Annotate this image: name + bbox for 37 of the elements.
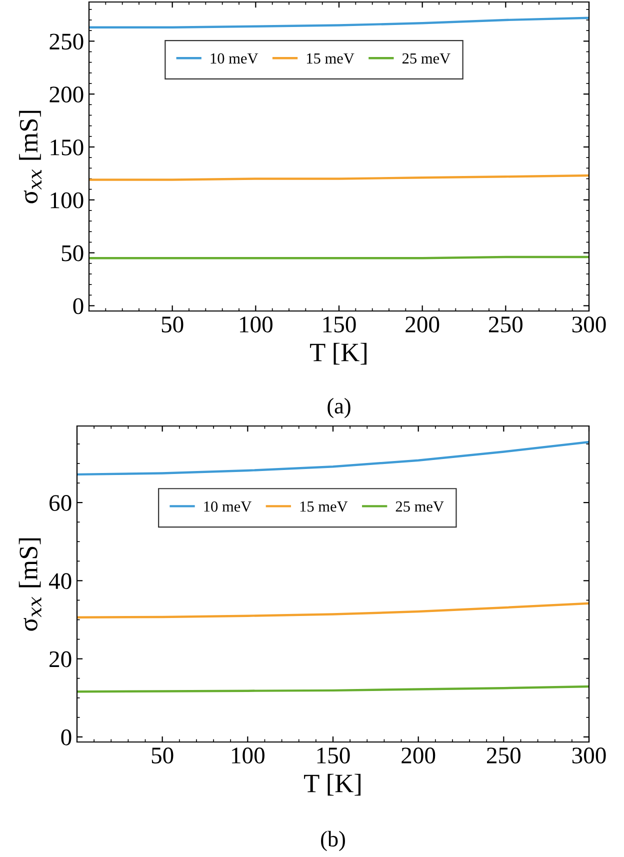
x-tick-label: 50 — [152, 748, 174, 764]
line-series — [89, 16, 589, 29]
x-tick-label: 150 — [323, 316, 356, 332]
x-axis-title: T [K] — [310, 342, 366, 365]
x-tick-label: 300 — [572, 748, 606, 764]
legend-label: 25 meV — [396, 501, 444, 512]
y-axis-title: σ$_{xx}$ [mS] — [18, 538, 42, 631]
x-tick-label: 100 — [240, 316, 272, 332]
text: (a) — [328, 398, 350, 418]
legend-label: 15 meV — [306, 53, 354, 64]
y-tick-label: 40 — [48, 573, 72, 590]
y-axis-title: σ$_{xx}$ [mS] — [19, 110, 42, 204]
y-tick-label: 0 — [61, 729, 72, 746]
line-series — [77, 440, 589, 476]
legend-label: 25 meV — [402, 53, 450, 64]
legend-label: 15 meV — [300, 501, 348, 512]
y-tick-label: 50 — [62, 245, 84, 262]
x-tick-label: 250 — [486, 748, 520, 764]
x-tick-label: 200 — [406, 316, 440, 332]
y-tick-label: 200 — [50, 86, 84, 102]
x-tick-label: 50 — [162, 316, 184, 332]
x-tick-label: 300 — [572, 316, 606, 332]
y-tick-label: 250 — [50, 34, 84, 50]
y-tick-label: 100 — [50, 192, 84, 208]
text: (b) — [321, 830, 345, 852]
x-tick-label: 250 — [488, 316, 522, 332]
line-series — [77, 602, 589, 619]
y-tick-label: 0 — [73, 298, 84, 314]
y-tick-label: 20 — [50, 651, 72, 668]
legend-label: 10 meV — [204, 501, 252, 512]
x-tick-label: 150 — [317, 748, 350, 764]
x-tick-label: 100 — [232, 748, 264, 764]
y-tick-label: 150 — [50, 139, 84, 156]
x-tick-label: 200 — [402, 748, 436, 764]
legend-label: 10 meV — [210, 53, 258, 64]
y-tick-label: 60 — [50, 495, 72, 511]
x-axis-title: T [K] — [304, 774, 360, 796]
